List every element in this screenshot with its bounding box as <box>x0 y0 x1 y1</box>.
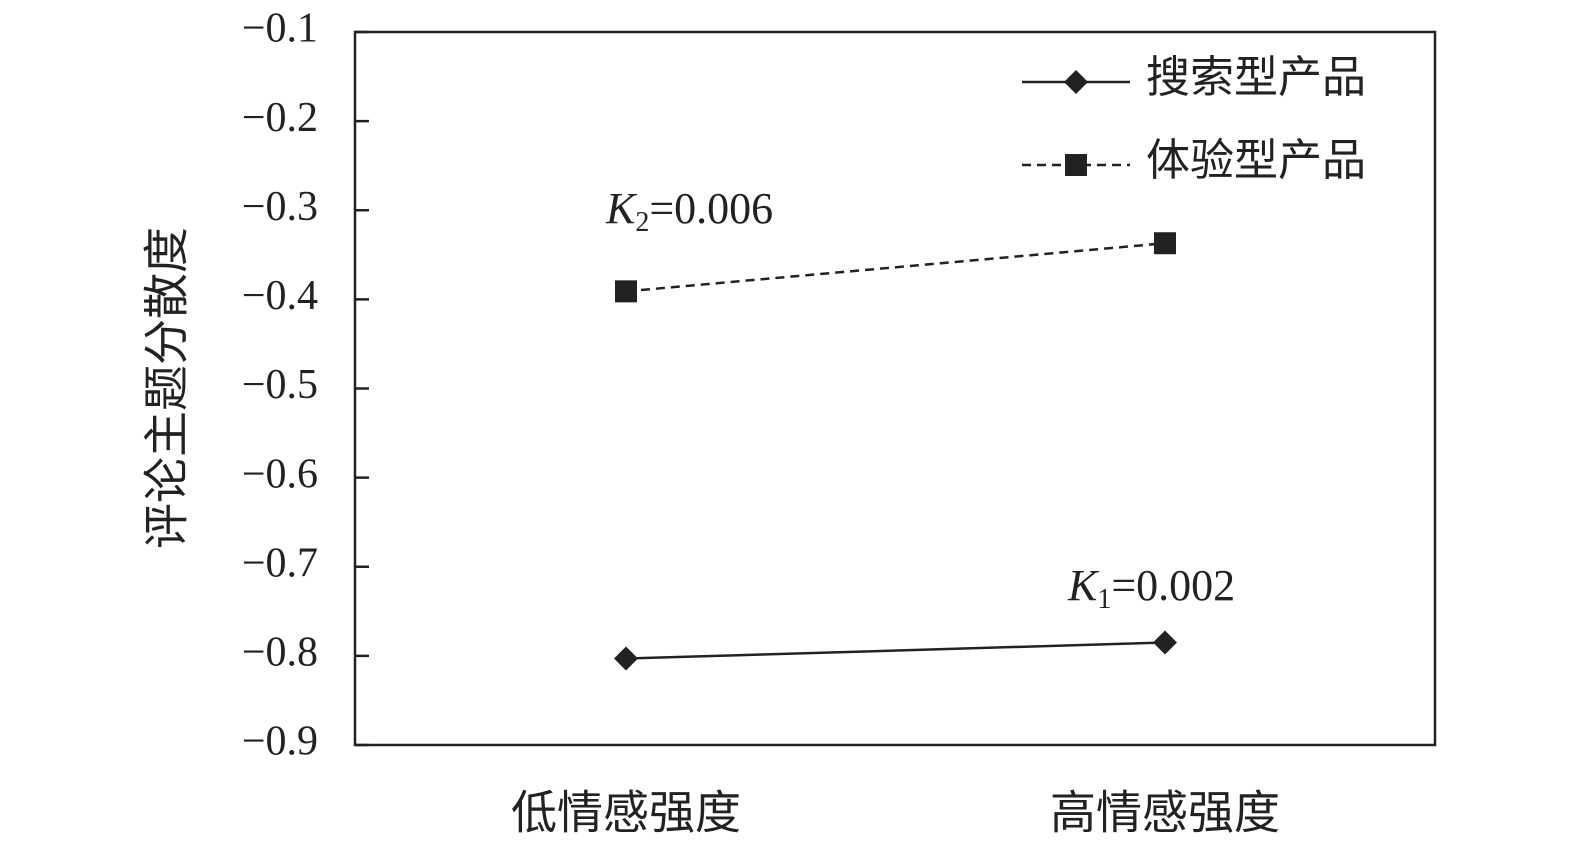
annotation-subscript: 2 <box>635 207 649 238</box>
y-axis-title: 评论主题分散度 <box>142 227 193 549</box>
series-line <box>625 641 1166 660</box>
legend-label: 体验型产品 <box>1146 136 1366 185</box>
legend-label: 搜索型产品 <box>1146 53 1366 102</box>
series-1 <box>614 630 1177 671</box>
y-tick-label: −0.9 <box>242 719 318 765</box>
series-layer <box>614 232 1177 671</box>
x-category-label: 高情感强度 <box>1050 788 1280 839</box>
annotation-value: =0.002 <box>1111 561 1235 610</box>
x-axis: 低情感强度 高情感强度 <box>511 788 1280 839</box>
data-point <box>1154 232 1176 255</box>
y-tick-label: −0.3 <box>242 184 318 230</box>
legend-item-1: 搜索型产品 <box>1022 53 1366 102</box>
data-point <box>614 646 638 671</box>
data-point <box>615 280 637 303</box>
y-tick-label: −0.5 <box>242 362 318 408</box>
legend-marker <box>1064 70 1088 94</box>
legend-item-2: 体验型产品 <box>1022 136 1366 185</box>
y-axis: −0.1 −0.2 −0.3 −0.4 −0.5 −0.6 −0.7 −0.8 −0.9 <box>242 6 369 765</box>
series-2 <box>615 232 1176 303</box>
data-point <box>1153 630 1177 655</box>
y-tick-label: −0.4 <box>242 273 318 319</box>
y-tick-label: −0.2 <box>242 95 318 141</box>
y-tick-label: −0.7 <box>242 540 318 586</box>
annotation-subscript: 1 <box>1097 584 1111 615</box>
y-tick-label: −0.6 <box>242 451 318 497</box>
slope-annotation: K1=0.002 <box>1067 561 1235 615</box>
annotation-variable: K <box>1067 561 1100 610</box>
y-tick-label: −0.8 <box>242 630 318 676</box>
y-tick-label: −0.1 <box>242 6 318 52</box>
legend-marker <box>1065 154 1087 176</box>
slope-annotation: K2=0.006 <box>605 184 773 238</box>
series-line <box>625 241 1166 293</box>
annotation-value: =0.006 <box>649 184 773 233</box>
annotation-variable: K <box>605 184 638 233</box>
x-category-label: 低情感强度 <box>511 788 741 839</box>
